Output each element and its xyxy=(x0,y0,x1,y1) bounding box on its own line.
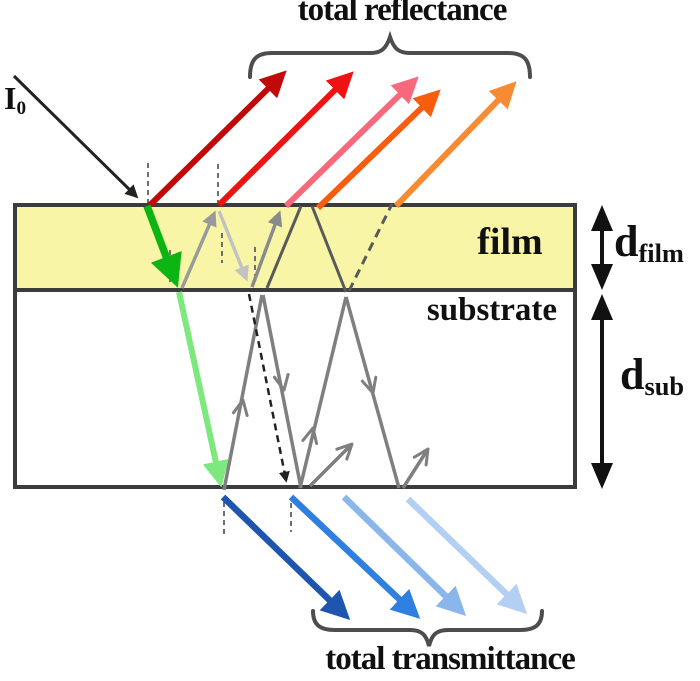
d-sub-base: d xyxy=(620,350,645,399)
reflected-ray-1 xyxy=(147,70,287,208)
ray-chevron-6 xyxy=(412,447,430,467)
ray-chevron-5 xyxy=(335,442,354,461)
substrate-internal-ray-4 xyxy=(298,296,348,489)
d-film-arrow xyxy=(591,205,613,290)
incident-intensity-subscript: 0 xyxy=(16,97,27,119)
film-internal-ray-2 xyxy=(217,210,249,282)
reflected-ray-5 xyxy=(393,81,517,209)
reflected-ray-2 xyxy=(216,71,354,208)
ray-chevron-3 xyxy=(301,426,319,446)
d-sub-subscript: sub xyxy=(644,371,685,402)
substrate-internal-ray-2 xyxy=(261,294,303,489)
film-internal-ray-5 xyxy=(310,205,348,293)
d-film-base: d xyxy=(614,217,639,266)
d-sub-arrow xyxy=(591,294,613,489)
incident-ray xyxy=(12,74,139,199)
film-label: film xyxy=(477,221,543,263)
reflectance-brace xyxy=(248,30,532,79)
ray-chevron-2 xyxy=(272,373,290,392)
substrate-internal-ray-7 xyxy=(401,448,430,489)
substrate-internal-ray-5 xyxy=(308,442,354,488)
incident-intensity-base: I xyxy=(4,80,17,116)
transmitted-ray-1 xyxy=(220,494,351,620)
incident-intensity-label: I0 xyxy=(4,80,26,118)
ray-chevron-4 xyxy=(360,375,378,395)
substrate-internal-ray-3 xyxy=(247,293,290,483)
reflected-ray-3 xyxy=(283,76,419,209)
film-internal-ray-4 xyxy=(265,205,303,289)
total-transmittance-label: total transmittance xyxy=(325,641,576,677)
film-internal-ray-6 xyxy=(347,203,394,292)
d-sub-label: dsub xyxy=(620,350,684,400)
transmittance-brace xyxy=(311,609,544,647)
film-internal-ray-3 xyxy=(250,210,283,288)
total-reflectance-label: total reflectance xyxy=(297,0,508,28)
d-film-subscript: film xyxy=(638,238,684,269)
transmitted-ray-3 xyxy=(341,494,467,616)
substrate-label: substrate xyxy=(426,292,558,328)
substrate-refracted-ray xyxy=(176,291,229,488)
transmitted-ray-4 xyxy=(405,496,528,614)
d-film-label: dfilm xyxy=(614,217,684,267)
film-internal-ray-1 xyxy=(180,210,217,289)
transmitted-ray-2 xyxy=(288,494,421,619)
ray-chevron-1 xyxy=(231,398,249,417)
film-refracted-ray xyxy=(143,204,182,288)
reflected-ray-4 xyxy=(315,89,441,211)
substrate-internal-ray-1 xyxy=(222,294,264,491)
